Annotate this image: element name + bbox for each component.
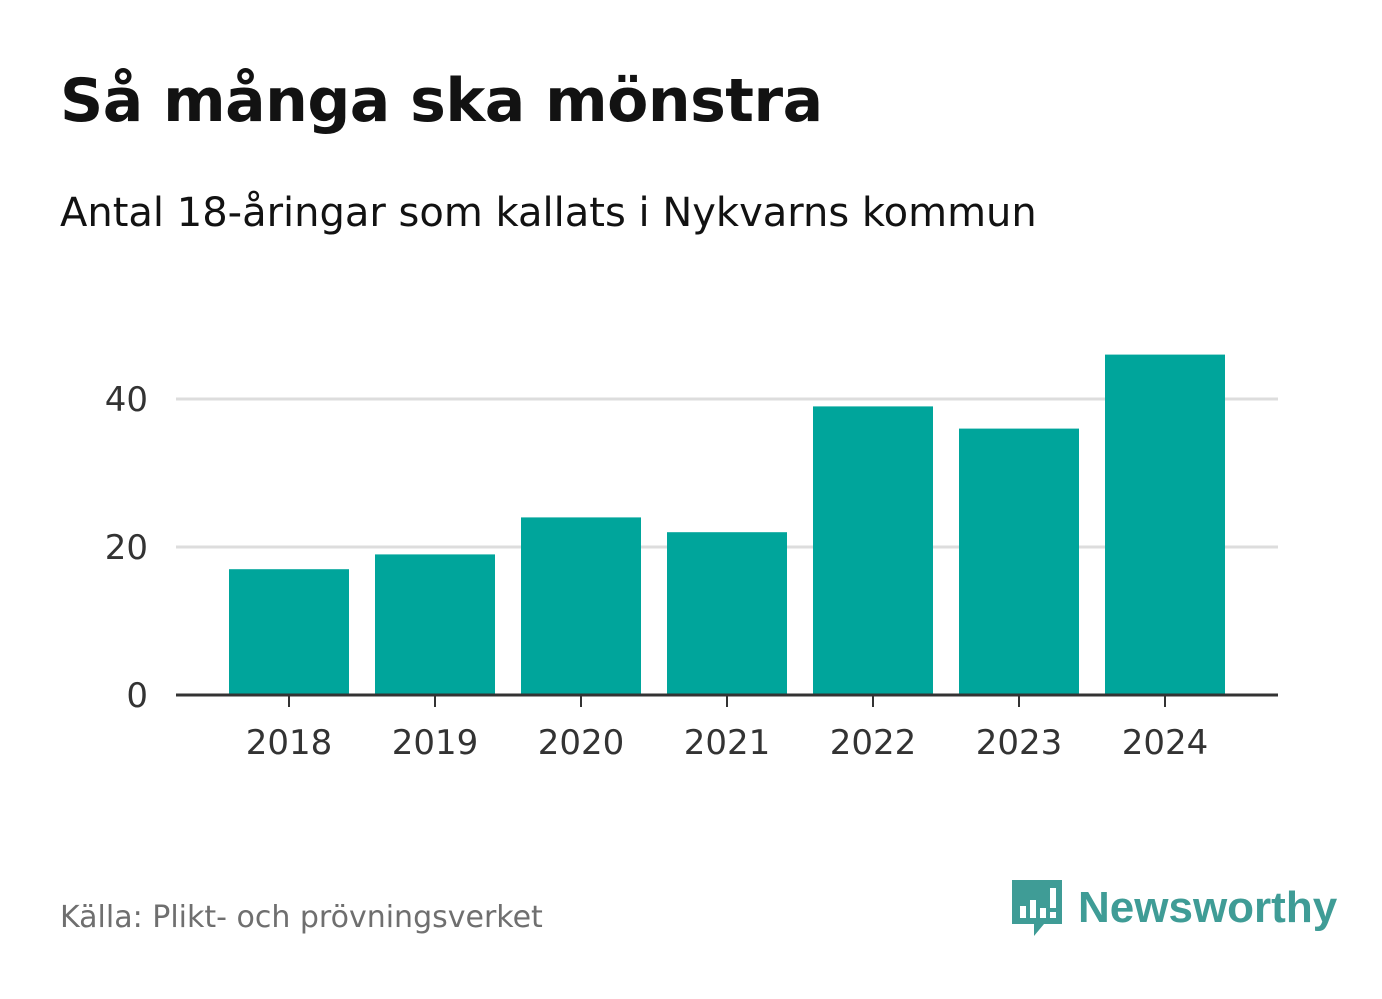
y-tick-label: 40 xyxy=(105,380,148,420)
y-tick-label: 0 xyxy=(126,676,148,716)
x-tick-label: 2024 xyxy=(1122,723,1209,763)
x-tick-label: 2022 xyxy=(830,723,917,763)
x-tick-label: 2020 xyxy=(538,723,625,763)
bar-2020 xyxy=(521,517,641,695)
bar-2022 xyxy=(813,406,933,695)
newsworthy-logo-icon xyxy=(1012,880,1062,936)
bars xyxy=(229,354,1225,695)
axes xyxy=(176,693,1278,707)
bar-2018 xyxy=(229,569,349,695)
y-tick-label: 20 xyxy=(105,528,148,568)
chart-title: Så många ska mönstra xyxy=(60,66,823,136)
tick-labels: 0 20 40 2018 2019 2020 2021 2022 2023 2024 xyxy=(105,380,1209,763)
bar-2021 xyxy=(667,532,787,695)
newsworthy-logo-text: Newsworthy xyxy=(1078,883,1338,932)
bar-2019 xyxy=(375,554,495,695)
x-tick-label: 2019 xyxy=(392,723,479,763)
source-note: Källa: Plikt- och prövningsverket xyxy=(60,900,543,935)
chart-subtitle: Antal 18-åringar som kallats i Nykvarns … xyxy=(60,190,1037,236)
bar-2024 xyxy=(1105,354,1225,695)
x-tick-label: 2018 xyxy=(246,723,333,763)
x-tick-label: 2021 xyxy=(684,723,771,763)
bar-2023 xyxy=(959,428,1079,695)
newsworthy-logo: Newsworthy xyxy=(1010,878,1337,938)
x-tick-label: 2023 xyxy=(976,723,1063,763)
